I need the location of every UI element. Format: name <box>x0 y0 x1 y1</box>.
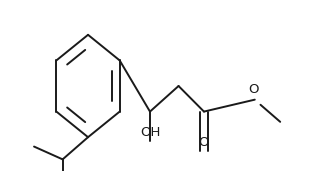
Text: O: O <box>248 83 258 96</box>
Text: O: O <box>199 136 209 149</box>
Text: OH: OH <box>140 126 160 139</box>
